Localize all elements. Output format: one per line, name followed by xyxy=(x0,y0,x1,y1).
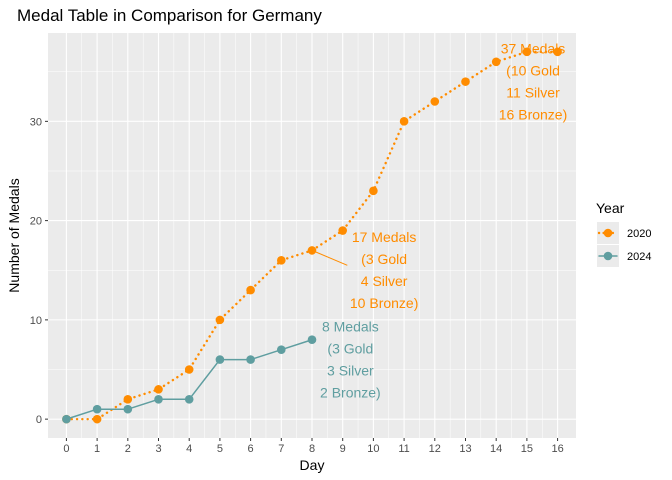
annotation-label-line: (3 Gold xyxy=(361,251,407,267)
x-tick-label: 8 xyxy=(309,443,315,455)
x-tick-label: 7 xyxy=(278,443,284,455)
data-point-2024 xyxy=(154,394,163,404)
data-point-2020 xyxy=(215,315,225,325)
annotation-label-line: 3 Silver xyxy=(327,363,374,379)
legend: Year 2020 2024 xyxy=(596,200,651,267)
data-point-2020 xyxy=(154,385,163,394)
x-tick-label: 14 xyxy=(490,443,502,455)
annotation-label-line: (10 Gold xyxy=(506,63,560,79)
data-point-2020 xyxy=(123,394,133,404)
data-point-2024 xyxy=(184,394,194,404)
annotation-label-line: 11 Silver xyxy=(506,85,560,101)
y-tick-label: 0 xyxy=(36,414,42,426)
data-point-2020 xyxy=(338,226,347,235)
x-tick-label: 6 xyxy=(248,443,254,455)
data-point-2020 xyxy=(399,117,409,126)
data-point-2020 xyxy=(430,97,440,106)
x-axis-label: Day xyxy=(300,457,325,473)
y-tick-label: 20 xyxy=(30,216,42,228)
annotation-label-line: 16 Bronze) xyxy=(499,107,567,123)
legend-label-2020: 2020 xyxy=(627,228,651,240)
data-point-2020 xyxy=(184,365,194,374)
annotation-label-line: 2 Bronze) xyxy=(320,385,381,401)
data-point-2020 xyxy=(553,47,562,57)
x-tick-label: 0 xyxy=(63,443,69,455)
x-tick-label: 10 xyxy=(367,443,379,455)
data-point-2020 xyxy=(246,285,255,295)
x-tick-label: 2 xyxy=(125,443,131,455)
y-tick-label: 30 xyxy=(30,116,42,128)
annotation-label-line: 37 Medals xyxy=(501,41,566,57)
x-tick-label: 5 xyxy=(217,443,223,455)
data-point-2020 xyxy=(491,57,501,67)
data-point-2020 xyxy=(461,77,470,86)
x-tick-label: 12 xyxy=(429,443,441,455)
x-tick-label: 4 xyxy=(186,443,192,455)
x-tick-label: 16 xyxy=(551,443,563,455)
x-tick-label: 1 xyxy=(94,443,100,455)
data-point-2020 xyxy=(277,256,286,265)
x-tick-label: 13 xyxy=(459,443,471,455)
data-point-2020 xyxy=(522,47,532,57)
data-point-2020 xyxy=(92,414,102,424)
y-tick-label: 10 xyxy=(30,315,42,327)
data-point-2024 xyxy=(62,414,71,424)
data-point-2024 xyxy=(307,335,317,345)
legend-key-point-2024 xyxy=(603,251,613,261)
data-point-2020 xyxy=(369,186,378,196)
data-point-2024 xyxy=(92,404,102,414)
annotations-layer: 37 Medals (10 Gold 11 Silver 16 Bronze) 17 M… xyxy=(311,41,567,401)
y-axis-label: Number of Medals xyxy=(6,178,22,292)
annotation-label-line: 4 Silver xyxy=(361,273,408,289)
x-tick-label: 11 xyxy=(398,443,409,455)
data-point-2024 xyxy=(215,355,225,364)
annotation-label-line: 10 Bronze) xyxy=(350,295,418,311)
grid-lines xyxy=(48,33,576,438)
x-tick-label: 15 xyxy=(521,443,533,455)
x-tick-label: 9 xyxy=(340,443,346,455)
annotation-label-line: 17 Medals xyxy=(352,229,417,245)
annotation-leader-line xyxy=(311,249,348,266)
x-tick-label: 3 xyxy=(155,443,161,455)
chart-title: Medal Table in Comparison for Germany xyxy=(17,6,322,25)
annotation-label-line: 8 Medals xyxy=(322,319,379,335)
legend-label-2024: 2024 xyxy=(627,251,651,263)
annotation-label-line: (3 Gold xyxy=(327,341,373,357)
legend-title: Year xyxy=(596,200,625,216)
data-point-2024 xyxy=(123,404,133,414)
legend-key-point-2020 xyxy=(603,228,613,238)
data-point-2024 xyxy=(246,355,255,364)
data-point-2024 xyxy=(277,345,286,354)
